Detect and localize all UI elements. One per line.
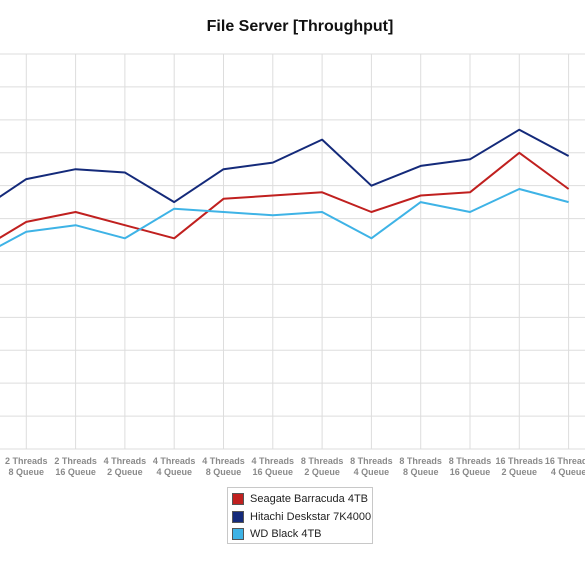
series-line-1	[0, 128, 570, 204]
legend: Seagate Barracuda 4TB Hitachi Deskstar 7…	[227, 487, 373, 544]
legend-swatch-seagate	[232, 493, 244, 505]
x-tick-label: 8 Threads 4 Queue	[350, 456, 393, 477]
legend-swatch-wd	[232, 528, 244, 540]
x-tick-label: 4 Threads 2 Queue	[104, 456, 147, 477]
x-tick-label: 4 Threads 8 Queue	[202, 456, 245, 477]
legend-label-seagate: Seagate Barracuda 4TB	[250, 493, 369, 505]
chart-title: File Server [Throughput]	[206, 18, 394, 35]
x-tick-label: 2 Threads 16 Queue	[54, 456, 97, 477]
x-tick-label: 8 Threads 8 Queue	[399, 456, 442, 477]
legend-label-wd: WD Black 4TB	[250, 528, 322, 540]
legend-item-seagate: Seagate Barracuda 4TB	[232, 491, 368, 507]
legend-item-wd: WD Black 4TB	[232, 526, 322, 542]
x-tick-label: 2 Threads 8 Queue	[5, 456, 48, 477]
legend-label-hitachi: Hitachi Deskstar 7K4000	[250, 511, 372, 523]
legend-item-hitachi: Hitachi Deskstar 7K4000	[232, 509, 371, 525]
x-tick-label: 8 Threads 2 Queue	[301, 456, 344, 477]
x-tick-label: 16 Threads 2 Queue	[496, 456, 544, 477]
x-tick-label: 8 Threads 16 Queue	[449, 456, 492, 477]
legend-swatch-hitachi	[232, 511, 244, 523]
series-lines	[0, 128, 570, 247]
series-line-2	[0, 188, 569, 247]
x-tick-label: 4 Threads 16 Queue	[252, 456, 295, 477]
x-tick-label: 4 Threads 4 Queue	[153, 456, 196, 477]
grid	[0, 53, 585, 450]
series-line-0	[0, 151, 570, 240]
